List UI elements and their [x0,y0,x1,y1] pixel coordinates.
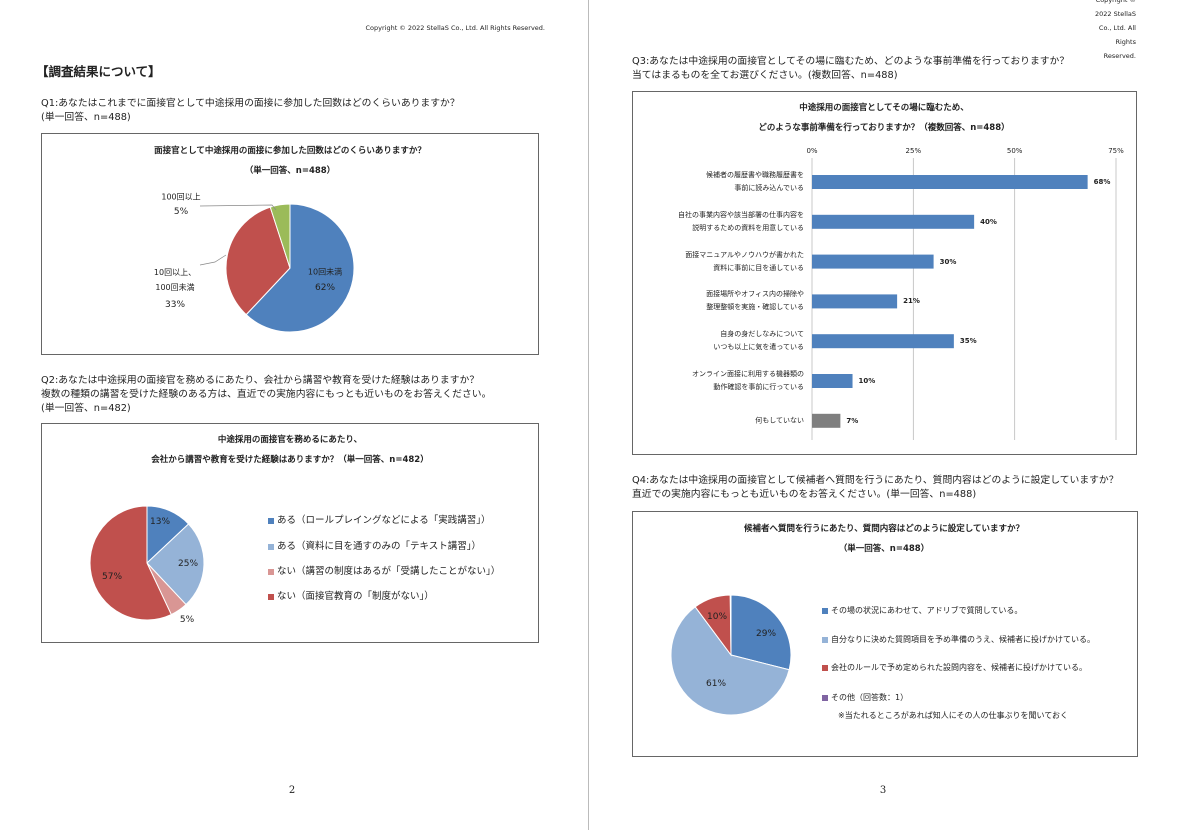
page-number: 2 [288,785,296,796]
data-label: 10% [858,377,876,385]
question-text: Q1:あなたはこれまでに面接官として中途採用の面接に参加した回数はどのくらいあり… [41,98,460,109]
legend-label: ある（ロールプレイングなどによる「実践講習」） [277,515,491,526]
category-label: 面接マニュアルやノウハウが書かれた 資料に事前に目を通している [685,250,804,272]
data-label: 29% [755,629,777,639]
legend-label: 会社のルールで予め定められた設問内容を、候補者に投げかけている。 [831,663,1087,672]
legend-label: その他（回答数：1） [831,693,909,702]
legend-swatch [268,569,274,575]
legend-label: ない（講習の制度はあるが「受講したことがない」） [277,566,501,577]
data-label: 25% [177,559,199,569]
question-text: Q3:あなたは中途採用の面接官としてその場に臨むため、どのような事前準備を行って… [632,56,1070,67]
question-text: 直近での実施内容にもっとも近いものをお答えください。(単一回答、n=488) [632,489,977,501]
category-label: 面接場所やオフィス内の掃除や 整理整頓を実施・確認している [706,290,804,312]
category-label: 自身の身だしなみについて いつも以上に気を遣っている [713,330,804,352]
bar [812,374,853,388]
category-label: オンライン面接に利用する機器類の 動作確認を事前に行っている [692,370,804,391]
chart-frame [632,91,1137,455]
question-text: 当てはまるものを全てお選びください。(複数回答、n=488) [632,70,898,82]
leader-line [199,204,277,211]
data-label: 5% [179,615,195,625]
pie-slice [146,523,205,606]
chart-title: （単一回答、n=488） [244,166,336,176]
legend-label: その場の状況にあわせて、アドリブで質問している。 [831,606,1023,615]
pie-slice [729,594,732,656]
chart-title: 中途採用の面接官を務めるにあたり、 [217,435,363,445]
chart-frame [41,133,539,355]
data-label: 21% [903,297,920,306]
chart-frame [632,511,1138,757]
legend-swatch [822,637,828,643]
bar [812,334,954,349]
data-label: 62% [314,283,336,293]
bar [812,175,1088,189]
data-label: 35% [959,337,977,346]
heading: 【調査結果について】 [36,64,161,79]
data-label: 57% [101,572,123,582]
question-text: 複数の種類の講習を受けた経験のある方は、直近での実施内容にもっとも近いものをお答… [41,389,492,401]
legend-swatch [268,518,274,524]
legend-swatch [268,544,274,550]
x-tick-label: 25% [905,147,922,155]
bar [812,413,841,428]
slice-label: 100回以上 [161,192,201,202]
question-text: Q2:あなたは中途採用の面接官を務めるにあたり、会社から講習や教育を受けた経験は… [41,375,480,386]
data-label: 61% [705,679,727,689]
legend-swatch [822,608,828,614]
question-text: (単一回答、n=488) [41,112,131,124]
copyright: Copyright © 2022 StellaS Co., Ltd. All R… [1094,0,1136,60]
copyright: Copyright © 2022 StellaS Co., Ltd. All R… [365,24,545,32]
category-label: 何もしていない [755,416,804,425]
chart-title: 中途採用の面接官としてその場に臨むため、 [799,103,969,113]
legend-label: ない（面接官教育の「制度がない」） [277,591,434,602]
data-label: 68% [1093,178,1111,186]
bar [812,254,934,269]
legend-swatch [822,665,828,671]
x-tick-label: 0% [806,147,818,155]
pie-slice [269,203,291,269]
bar [812,294,898,309]
leader-line [199,254,227,266]
pie-slice [89,505,172,621]
data-label: 33% [164,300,186,310]
question-text: Q4:あなたは中途採用の面接官として候補者へ質問を行うにあたり、質問内容はどのよ… [632,475,1119,486]
slice-label: 10回以上、 100回未満 [153,268,197,292]
chart-title: 候補者へ質問を行うにあたり、質問内容はどのように設定していますか？ [744,524,1024,534]
legend-label: 自分なりに決めた質問項目を予め準備のうえ、候補者に投げかけている。 [831,635,1095,644]
question-text: (単一回答、n=482) [41,403,131,415]
bar [812,214,975,229]
data-label: 30% [939,257,957,266]
page-number: 3 [879,785,887,796]
legend-note: ※当たれるところがあれば知人にその人の仕事ぶりを聞いておく [838,711,1069,720]
chart-title: 会社から講習や教育を受けた経験はありますか？（単一回答、n=482） [151,455,429,465]
chart-frame [41,423,539,643]
category-label: 候補者の履歴書や職務履歴書を 事前に読み込んでいる [706,171,804,192]
x-tick-label: 75% [1108,147,1124,155]
x-tick-label: 50% [1006,147,1023,155]
legend-label: ある（資料に目を通すのみの「テキスト講習」） [277,541,481,552]
data-label: 10% [706,612,728,622]
data-label: 5% [173,207,189,217]
data-label: 40% [980,217,997,226]
legend-swatch [822,695,828,701]
pie-slice [225,206,291,316]
pie-slice [670,606,790,716]
chart-title: （単一回答、n=488） [838,544,930,554]
pie-slice [730,594,792,671]
data-label: 13% [149,517,171,527]
slice-label: 10回未満 [307,267,343,277]
category-label: 自社の事業内容や該当部署の仕事内容を 説明するための資料を用意している [678,210,804,232]
data-label: 7% [846,416,859,425]
chart-title: 面接官として中途採用の面接に参加した回数はどのくらいありますか？ [154,146,426,156]
legend-swatch [268,594,274,600]
pie-slice [245,203,355,333]
chart-title: どのような事前準備を行っておりますか？（複数回答、n=488） [758,123,1010,133]
